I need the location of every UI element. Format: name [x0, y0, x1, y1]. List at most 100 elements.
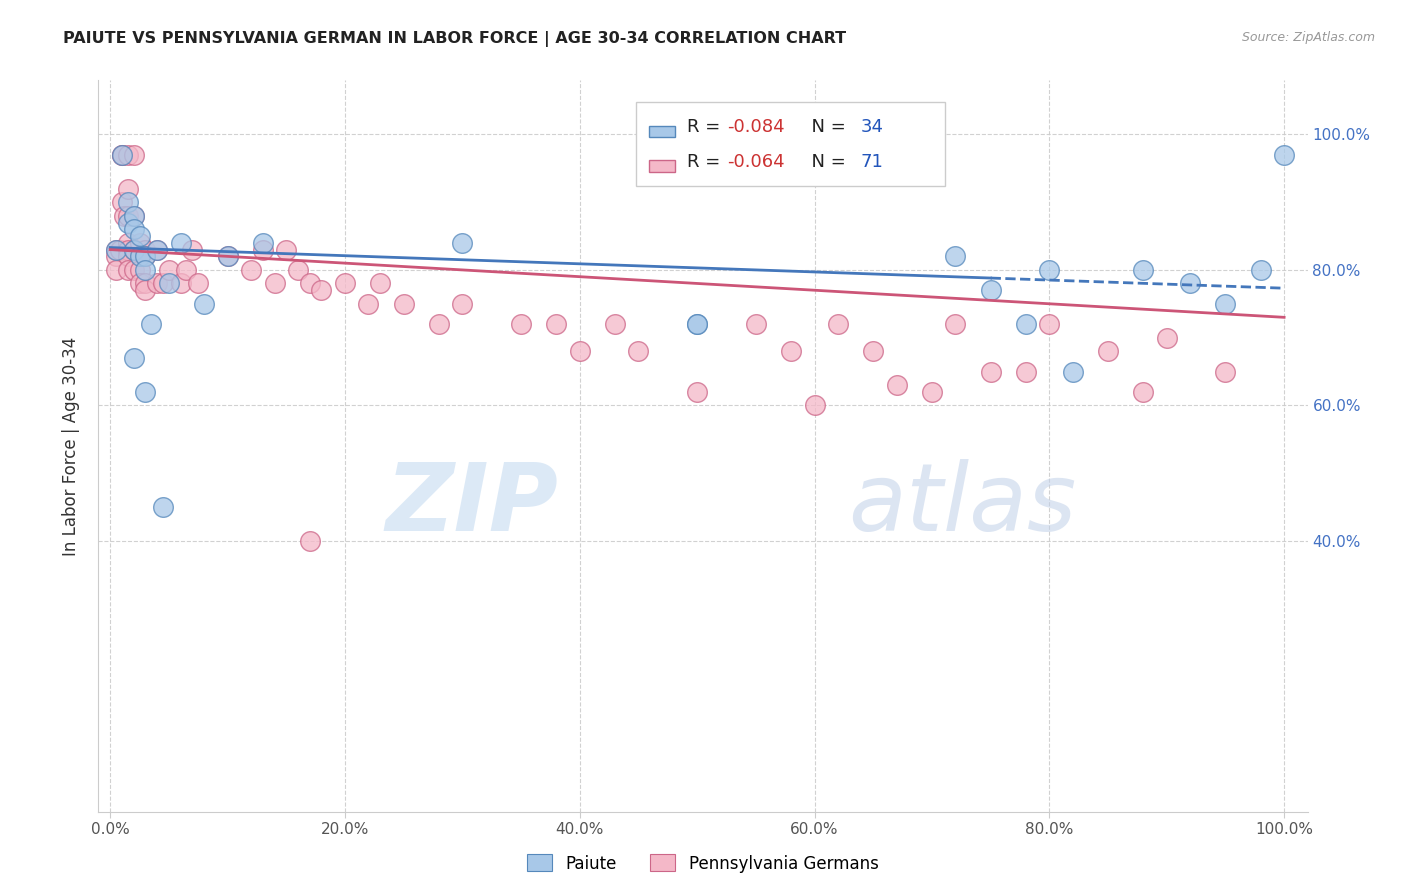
Point [122, 263, 145, 277]
Point [510, 317, 533, 331]
Point [803, 398, 825, 412]
Point [193, 297, 215, 311]
Point [252, 243, 274, 257]
Point [117, 181, 139, 195]
Point [128, 263, 150, 277]
Point [427, 317, 450, 331]
Text: R =: R = [688, 153, 727, 171]
Point [980, 283, 1002, 297]
Point [217, 249, 239, 263]
Point [1250, 263, 1272, 277]
Point [1272, 148, 1295, 162]
Point [176, 263, 198, 277]
Point [112, 209, 135, 223]
Text: -0.064: -0.064 [727, 153, 785, 171]
Point [945, 249, 967, 263]
Point [240, 263, 263, 277]
Point [134, 263, 156, 277]
Point [146, 277, 169, 291]
Point [862, 344, 884, 359]
Point [128, 229, 150, 244]
Point [157, 277, 180, 291]
Point [105, 243, 128, 257]
Point [128, 235, 150, 250]
Point [980, 364, 1002, 378]
Text: N =: N = [800, 153, 851, 171]
Point [134, 384, 156, 399]
Text: Source: ZipAtlas.com: Source: ZipAtlas.com [1241, 31, 1375, 45]
Point [122, 148, 145, 162]
Point [128, 249, 150, 263]
Point [1132, 263, 1154, 277]
Point [1132, 384, 1154, 399]
Point [392, 297, 415, 311]
Point [111, 148, 134, 162]
Point [169, 235, 191, 250]
Point [117, 243, 139, 257]
Point [117, 235, 139, 250]
Point [1038, 263, 1060, 277]
Point [298, 277, 321, 291]
Point [886, 378, 908, 392]
Point [122, 222, 145, 236]
Point [122, 209, 145, 223]
Point [134, 277, 156, 291]
Y-axis label: In Labor Force | Age 30-34: In Labor Force | Age 30-34 [62, 336, 80, 556]
Point [217, 249, 239, 263]
Point [451, 235, 474, 250]
Point [1015, 317, 1038, 331]
Bar [648, 161, 675, 171]
Point [122, 243, 145, 257]
Point [105, 249, 128, 263]
Text: R =: R = [688, 118, 727, 136]
Text: PAIUTE VS PENNSYLVANIA GERMAN IN LABOR FORCE | AGE 30-34 CORRELATION CHART: PAIUTE VS PENNSYLVANIA GERMAN IN LABOR F… [63, 31, 846, 47]
Point [111, 148, 134, 162]
Point [745, 317, 768, 331]
Point [333, 277, 356, 291]
Point [921, 384, 943, 399]
Point [152, 277, 174, 291]
Point [146, 243, 169, 257]
Point [122, 351, 145, 365]
Point [546, 317, 568, 331]
Point [451, 297, 474, 311]
Point [1215, 297, 1237, 311]
Text: atlas: atlas [848, 459, 1077, 550]
Point [122, 243, 145, 257]
Point [1180, 277, 1202, 291]
Point [128, 249, 150, 263]
Point [1038, 317, 1060, 331]
Point [1015, 364, 1038, 378]
Point [298, 533, 321, 548]
Point [117, 263, 139, 277]
FancyBboxPatch shape [637, 103, 945, 186]
Text: -0.084: -0.084 [727, 118, 785, 136]
Point [686, 384, 709, 399]
Point [134, 249, 156, 263]
Point [117, 215, 139, 229]
Bar [648, 126, 675, 137]
Point [111, 195, 134, 210]
Legend: Paiute, Pennsylvania Germans: Paiute, Pennsylvania Germans [520, 847, 886, 880]
Point [122, 209, 145, 223]
Point [263, 277, 285, 291]
Point [152, 500, 174, 514]
Point [945, 317, 967, 331]
Point [146, 243, 169, 257]
Point [117, 249, 139, 263]
Point [108, 243, 131, 257]
Point [117, 209, 139, 223]
Point [603, 317, 626, 331]
Point [141, 317, 163, 331]
Text: 71: 71 [860, 153, 883, 171]
Point [181, 243, 204, 257]
Point [169, 277, 191, 291]
Point [134, 243, 156, 257]
Point [686, 317, 709, 331]
Text: 34: 34 [860, 118, 883, 136]
Point [368, 277, 391, 291]
Point [780, 344, 803, 359]
Point [105, 263, 128, 277]
Point [252, 235, 274, 250]
Point [128, 277, 150, 291]
